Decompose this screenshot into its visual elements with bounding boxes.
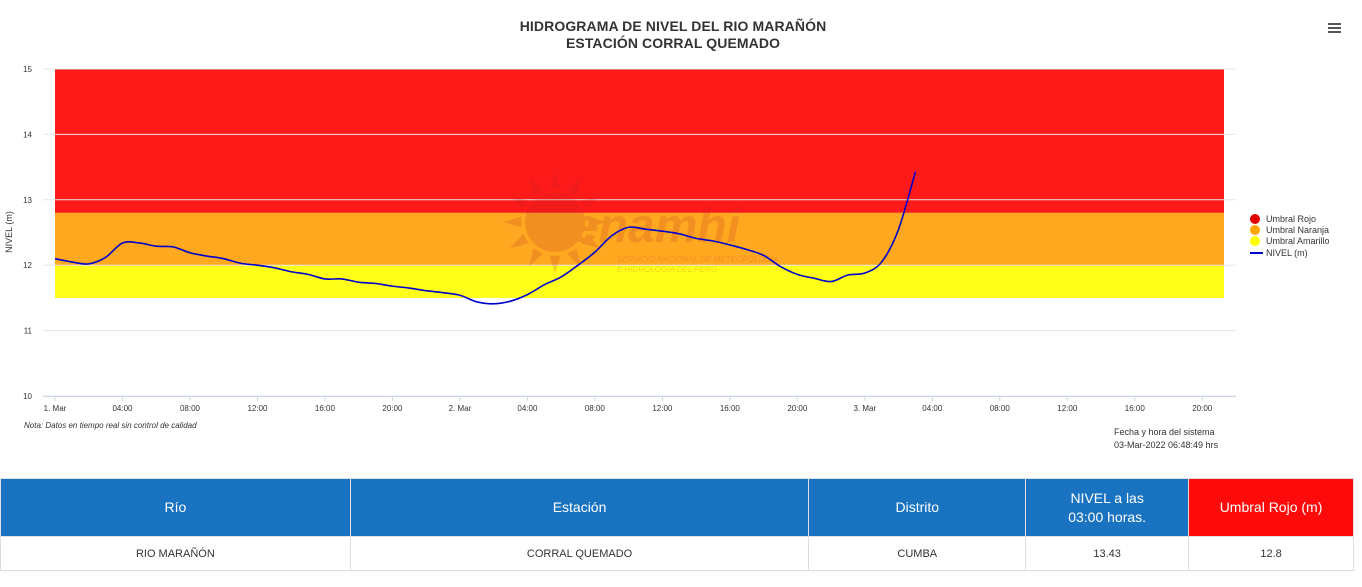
header-rio: Río bbox=[0, 478, 351, 537]
system-time: Fecha y hora del sistema 03-Mar-2022 06:… bbox=[1114, 426, 1218, 452]
sun-logo-icon bbox=[503, 170, 607, 274]
x-tick-label: 12:00 bbox=[1057, 404, 1078, 413]
header-distrito: Distrito bbox=[808, 478, 1027, 537]
legend-item-umbral-naranja[interactable]: Umbral Naranja bbox=[1250, 224, 1330, 235]
watermark-brand: Senamhi bbox=[540, 200, 742, 253]
y-tick-label: 14 bbox=[23, 130, 32, 139]
sun-ray bbox=[581, 234, 601, 248]
legend-swatch-yellow bbox=[1250, 236, 1260, 247]
sun-ray bbox=[509, 196, 529, 210]
sun-ray bbox=[581, 196, 601, 210]
chart-subtitle: ESTACIÓN CORRAL QUEMADO bbox=[565, 35, 781, 51]
x-tick-label: 20:00 bbox=[382, 404, 403, 413]
x-tick-label: 04:00 bbox=[922, 404, 943, 413]
hydrograph-chart: HIDROGRAMA DE NIVEL DEL RIO MARAÑÓN ESTA… bbox=[4, 18, 1346, 452]
y-tick-label: 10 bbox=[23, 392, 32, 401]
y-tick-label: 12 bbox=[23, 261, 32, 270]
x-tick-label: 16:00 bbox=[1125, 404, 1146, 413]
senamhi-watermark: Senamhi SERVICIO NACIONAL DE METEOROLOGÍ… bbox=[503, 170, 779, 274]
cell-distrito: CUMBA bbox=[808, 536, 1027, 571]
legend-label: Umbral Rojo bbox=[1266, 213, 1317, 224]
legend-label: Umbral Naranja bbox=[1266, 224, 1330, 235]
quality-note: Nota: Datos en tiempo real sin control d… bbox=[24, 421, 197, 430]
cell-umbral: 12.8 bbox=[1188, 536, 1354, 571]
x-tick-label: 04:00 bbox=[112, 404, 133, 413]
threshold-band-1 bbox=[55, 212, 1224, 266]
x-tick-label: 20:00 bbox=[787, 404, 808, 413]
table-header-row: Río Estación Distrito NIVEL a las 03:00 … bbox=[0, 478, 1354, 537]
chart-legend: Umbral Rojo Umbral Naranja Umbral Amaril… bbox=[1250, 213, 1330, 258]
station-info-table: Río Estación Distrito NIVEL a las 03:00 … bbox=[0, 478, 1354, 571]
x-tick-label: 08:00 bbox=[990, 404, 1011, 413]
y-axis-label: NIVEL (m) bbox=[4, 211, 14, 253]
x-tick-label: 16:00 bbox=[720, 404, 741, 413]
sun-ray bbox=[567, 176, 581, 196]
legend-item-umbral-rojo[interactable]: Umbral Rojo bbox=[1250, 213, 1330, 224]
system-time-label: Fecha y hora del sistema bbox=[1114, 427, 1215, 437]
x-tick-label: 08:00 bbox=[180, 404, 201, 413]
threshold-band-2 bbox=[55, 265, 1224, 298]
cell-estacion: CORRAL QUEMADO bbox=[349, 536, 810, 571]
legend-item-nivel[interactable]: NIVEL (m) bbox=[1250, 247, 1330, 258]
sun-ray bbox=[567, 248, 581, 268]
sun-ray bbox=[549, 170, 561, 189]
y-tick-label: 11 bbox=[24, 327, 33, 336]
table-row: RIO MARAÑÓN CORRAL QUEMADO CUMBA 13.43 1… bbox=[0, 536, 1354, 571]
sun-ray bbox=[529, 176, 543, 196]
x-tick-label: 04:00 bbox=[517, 404, 538, 413]
x-tick-label: 2. Mar bbox=[449, 404, 472, 413]
header-nivel-line2: 03:00 horas. bbox=[1068, 508, 1147, 525]
header-estacion: Estación bbox=[349, 478, 810, 537]
x-tick-label: 16:00 bbox=[315, 404, 336, 413]
header-umbral-rojo: Umbral Rojo (m) bbox=[1188, 478, 1354, 537]
x-tick-label: 12:00 bbox=[247, 404, 268, 413]
threshold-band-0 bbox=[55, 69, 1224, 213]
cell-rio: RIO MARAÑÓN bbox=[0, 536, 351, 571]
series-line-nivel bbox=[54, 171, 917, 305]
hamburger-menu-icon[interactable] bbox=[1328, 21, 1346, 37]
legend-label: Umbral Amarillo bbox=[1266, 236, 1330, 247]
legend-item-umbral-amarillo[interactable]: Umbral Amarillo bbox=[1250, 236, 1330, 247]
legend-label: NIVEL (m) bbox=[1266, 247, 1308, 258]
x-tick-label: 12:00 bbox=[652, 404, 673, 413]
sun-ray bbox=[529, 248, 543, 268]
watermark-line1: SERVICIO NACIONAL DE METEOROLOGÍA bbox=[617, 255, 779, 264]
cell-nivel: 13.43 bbox=[1025, 536, 1190, 571]
header-nivel-line1: NIVEL a las bbox=[1070, 489, 1144, 506]
watermark-line2: E HIDROLOGÍA DEL PERÚ bbox=[617, 265, 717, 274]
sun-ray bbox=[549, 255, 561, 274]
system-time-value: 03-Mar-2022 06:48:49 hrs bbox=[1114, 440, 1219, 450]
chart-title: HIDROGRAMA DE NIVEL DEL RIO MARAÑÓN bbox=[519, 18, 827, 34]
legend-swatch-line bbox=[1250, 251, 1263, 254]
y-tick-label: 15 bbox=[23, 65, 32, 74]
x-tick-label: 08:00 bbox=[585, 404, 606, 413]
legend-swatch-orange bbox=[1250, 224, 1260, 235]
y-tick-label: 13 bbox=[23, 196, 32, 205]
chart-plot: Senamhi SERVICIO NACIONAL DE METEOROLOGÍ… bbox=[4, 65, 1236, 413]
legend-swatch-red bbox=[1250, 213, 1260, 224]
x-tick-label: 20:00 bbox=[1192, 404, 1213, 413]
x-tick-label: 1. Mar bbox=[44, 404, 67, 413]
sun-ray bbox=[509, 234, 529, 248]
x-tick-label: 3. Mar bbox=[853, 404, 876, 413]
sun-ray bbox=[588, 216, 607, 228]
header-nivel: NIVEL a las 03:00 horas. bbox=[1025, 478, 1190, 537]
sun-ray bbox=[503, 216, 522, 228]
